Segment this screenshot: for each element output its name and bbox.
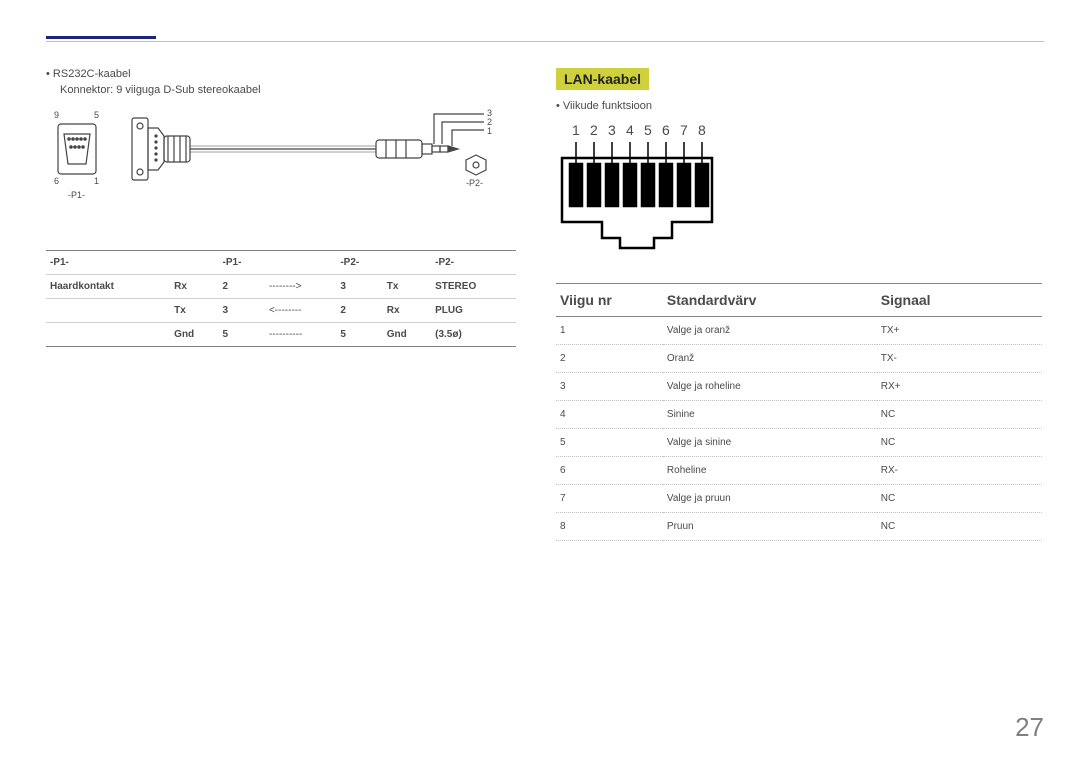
pin-num-5: 5 — [644, 122, 652, 138]
pin-6: 6 — [54, 176, 59, 186]
rs-h0: -P1- — [46, 251, 170, 275]
section-accent-bar — [46, 36, 156, 39]
p1-label: -P1- — [68, 190, 85, 200]
lan-cell: 3 — [556, 373, 663, 401]
rs232c-subtext: Konnektor: 9 viiguga D-Sub stereokaabel — [60, 84, 516, 96]
lan-cell: NC — [877, 401, 1042, 429]
rs-h4: -P2- — [336, 251, 382, 275]
section-top-rule — [46, 41, 1044, 42]
pin-num-7: 7 — [680, 122, 688, 138]
rs-r2c1: 5 — [219, 323, 265, 347]
rs232c-table: -P1- -P1- -P2- -P2- Haardkontakt Rx 2 --… — [46, 250, 516, 347]
p2-label: -P2- — [466, 178, 483, 188]
lan-h1: Standardvärv — [663, 284, 877, 317]
lan-cell: 2 — [556, 345, 663, 373]
rj45-diagram: 1 2 3 4 5 6 7 8 — [556, 122, 718, 257]
lan-cell: TX- — [877, 345, 1042, 373]
lan-cell: Roheline — [663, 457, 877, 485]
lan-cell: RX+ — [877, 373, 1042, 401]
lan-cell: 1 — [556, 317, 663, 345]
rs-r2c0: Gnd — [170, 323, 218, 347]
pin-1: 1 — [94, 176, 99, 186]
lan-table: Viigu nr Standardvärv Signaal 1Valge ja … — [556, 283, 1042, 541]
left-column: RS232C-kaabel Konnektor: 9 viiguga D-Sub… — [46, 68, 516, 347]
lan-cell: Valge ja oranž — [663, 317, 877, 345]
pin-9: 9 — [54, 110, 59, 120]
pin-num-1: 1 — [572, 122, 580, 138]
lan-h2: Signaal — [877, 284, 1042, 317]
lan-bullet-text: Viikude funktsioon — [563, 100, 652, 112]
rs-r1c1: 3 — [219, 299, 265, 323]
pin-num-6: 6 — [662, 122, 670, 138]
rs-r1c0: Tx — [170, 299, 218, 323]
lan-cell: 5 — [556, 429, 663, 457]
lan-cell: 4 — [556, 401, 663, 429]
rs-r0c2: --------> — [265, 275, 336, 299]
cable-diagram: 9 5 6 1 -P1- 3 2 1 -P2- — [46, 106, 516, 236]
lan-cell: NC — [877, 513, 1042, 541]
lan-cell: NC — [877, 485, 1042, 513]
rs-r1c5: PLUG — [431, 299, 516, 323]
rs-r0c3: 3 — [336, 275, 382, 299]
lan-h0: Viigu nr — [556, 284, 663, 317]
lan-cell: Oranž — [663, 345, 877, 373]
lan-cell: Valge ja pruun — [663, 485, 877, 513]
rs-r1c4: Rx — [383, 299, 431, 323]
lan-bullet: Viikude funktsioon — [556, 100, 1042, 112]
rs-h6: -P2- — [431, 251, 516, 275]
pin-num-3: 3 — [608, 122, 616, 138]
pin-num-2: 2 — [590, 122, 598, 138]
pin-num-8: 8 — [698, 122, 706, 138]
lan-cell: Sinine — [663, 401, 877, 429]
rs-r0c5: STEREO — [431, 275, 516, 299]
rs232c-bullet-text: RS232C-kaabel — [53, 68, 131, 80]
rs-r2c2: ---------- — [265, 323, 336, 347]
lan-cell: 7 — [556, 485, 663, 513]
rs232c-bullet: RS232C-kaabel — [46, 68, 516, 80]
rs-r2c4: Gnd — [383, 323, 431, 347]
rs-r0c0: Rx — [170, 275, 218, 299]
pin-5: 5 — [94, 110, 99, 120]
lan-cell: NC — [877, 429, 1042, 457]
jack-1: 1 — [487, 126, 492, 136]
lan-cell: TX+ — [877, 317, 1042, 345]
rs-r2c3: 5 — [336, 323, 382, 347]
right-column: LAN-kaabel Viikude funktsioon — [556, 68, 1042, 541]
lan-cell: Valge ja sinine — [663, 429, 877, 457]
lan-heading: LAN-kaabel — [556, 68, 649, 90]
rs-r2c5: (3.5ø) — [431, 323, 516, 347]
rs-r1c2: <-------- — [265, 299, 336, 323]
rs-r1c3: 2 — [336, 299, 382, 323]
rs-h2: -P1- — [219, 251, 265, 275]
rs-r0c1: 2 — [219, 275, 265, 299]
lan-cell: RX- — [877, 457, 1042, 485]
lan-cell: Pruun — [663, 513, 877, 541]
rs-side: Haardkontakt — [46, 275, 170, 299]
rs-r0c4: Tx — [383, 275, 431, 299]
lan-cell: 8 — [556, 513, 663, 541]
lan-cell: 6 — [556, 457, 663, 485]
pin-num-4: 4 — [626, 122, 634, 138]
page-number: 27 — [1015, 712, 1044, 743]
lan-cell: Valge ja roheline — [663, 373, 877, 401]
